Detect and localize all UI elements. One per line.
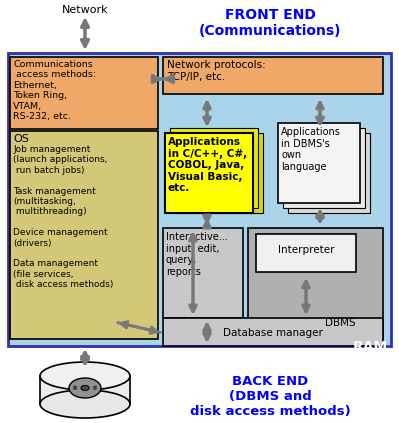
Bar (163, 57, 383, 94)
Ellipse shape (40, 390, 130, 418)
Text: Network protocols:
TCP/IP, etc.: Network protocols: TCP/IP, etc. (167, 60, 266, 82)
Text: Database manager: Database manager (223, 328, 323, 338)
Bar (175, 133, 263, 213)
Text: Interactive...
input, edit,
query,
reports: Interactive... input, edit, query, repor… (166, 232, 228, 277)
Text: RAM: RAM (353, 340, 388, 354)
Text: BACK END
(DBMS and
disk access methods): BACK END (DBMS and disk access methods) (190, 375, 350, 418)
Bar (10, 131, 158, 339)
Bar (248, 228, 383, 338)
Ellipse shape (81, 385, 89, 390)
Bar (8, 53, 391, 346)
Bar (288, 133, 370, 213)
Text: Network: Network (62, 5, 108, 15)
Bar (10, 57, 158, 129)
Ellipse shape (40, 362, 130, 390)
Text: DBMS: DBMS (325, 318, 356, 328)
Bar (163, 228, 243, 318)
Ellipse shape (69, 378, 101, 398)
Bar (170, 128, 258, 208)
Text: Communications
 access methods:
Ethernet,
Token Ring,
VTAM,
RS-232, etc.: Communications access methods: Ethernet,… (13, 60, 96, 121)
Ellipse shape (93, 385, 97, 388)
Ellipse shape (73, 385, 77, 388)
Bar (40, 376, 130, 404)
Bar (278, 123, 360, 203)
Bar (165, 133, 253, 213)
Text: OS: OS (13, 134, 29, 144)
Text: FRONT END
(Communications): FRONT END (Communications) (199, 8, 341, 38)
Text: Job management
(launch applications,
 run batch jobs)

Task management
(multitas: Job management (launch applications, run… (13, 145, 113, 289)
Ellipse shape (83, 388, 87, 390)
Bar (163, 318, 383, 346)
Bar (283, 128, 365, 208)
Text: Applications
in C/C++, C#,
COBOL, Java,
Visual Basic,
etc.: Applications in C/C++, C#, COBOL, Java, … (168, 137, 247, 193)
Text: Interpreter: Interpreter (278, 245, 334, 255)
Ellipse shape (93, 387, 97, 390)
Bar (256, 234, 356, 272)
Text: Applications
in DBMS's
own
language: Applications in DBMS's own language (281, 127, 341, 172)
Ellipse shape (73, 387, 77, 390)
